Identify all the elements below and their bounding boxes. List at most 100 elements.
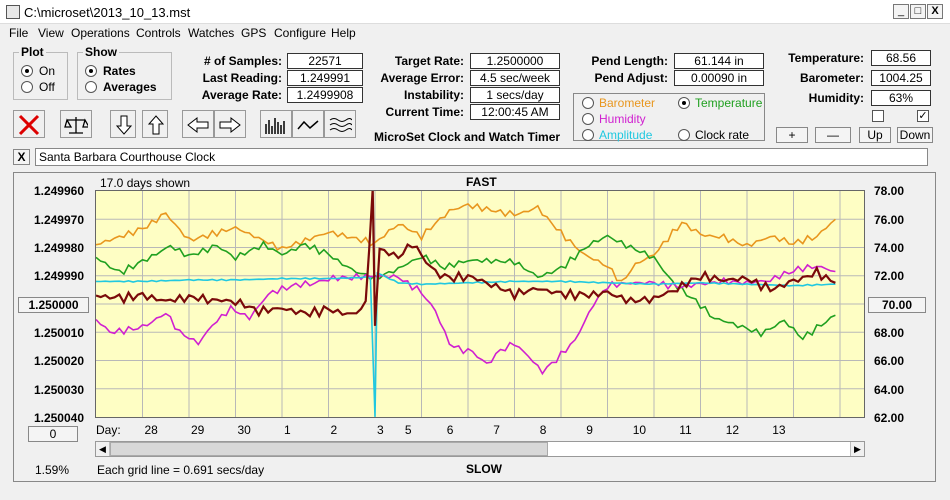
y-left-tick: 1.249990 [33,269,84,283]
series-line-clock-rate [95,189,836,326]
sensor-amplitude-label: Amplitude [599,128,653,142]
arrow-left-button[interactable] [182,110,214,138]
up-button[interactable]: Up [859,127,891,143]
plot-area [95,189,865,418]
temperature-label: Temperature: [788,51,864,65]
show-rates-radio[interactable] [85,65,97,77]
y-right-tick: 68.00 [874,326,905,340]
scrollbar-thumb[interactable] [110,442,548,456]
scale-icon [64,117,88,134]
minimize-button[interactable]: _ [893,4,909,19]
y-left-tick: 1.249970 [33,213,84,227]
wave-button[interactable] [292,110,324,138]
day-tick-label: 1 [284,423,291,437]
y-right-center-button[interactable]: 70.00 [868,297,926,313]
y-right-tick: 74.00 [874,241,905,255]
y-right-tick: 78.00 [874,184,905,198]
samples-value: 22571 [287,53,363,69]
plot-off-label: Off [39,80,55,94]
multi-wave-icon [329,118,352,132]
histogram-button[interactable] [260,110,292,138]
minus-button[interactable]: — [815,127,851,143]
day-tick-label: 7 [493,423,500,437]
menu-help[interactable]: Help [331,26,356,40]
day-tick-label: 11 [679,423,692,437]
day-tick-label: 12 [725,423,740,437]
arrow-right-button[interactable] [214,110,246,138]
pend-length-value: 61.144 in [674,53,764,69]
title-bar [0,0,950,24]
sensor-temperature-label: Temperature [695,96,763,110]
arrow-right-icon [219,116,241,134]
y-right-tick: 62.00 [874,411,905,425]
stop-button[interactable] [13,110,45,138]
plus-button[interactable]: + [776,127,808,143]
day-tick-label: 9 [586,423,593,437]
arrow-down-button[interactable] [110,110,136,138]
plot-group-title: Plot [19,45,46,59]
sensor-group [573,93,765,141]
sensor-temperature-radio[interactable] [678,97,690,109]
menu-configure[interactable]: Configure [274,26,327,40]
day-tick-label: 10 [632,423,647,437]
day-tick-label: 5 [404,423,412,437]
sensor-humidity-radio[interactable] [582,113,594,125]
menu-operations[interactable]: Operations [71,26,130,40]
show-group-title: Show [83,45,119,59]
right-checkbox[interactable]: ✓ [917,110,929,122]
show-averages-label: Averages [103,80,157,94]
multi-wave-button[interactable] [324,110,356,138]
pend-adjust-value: 0.00090 in [674,70,764,86]
plot-on-label: On [39,64,56,78]
plot-svg [95,189,864,417]
day-tick-label: 29 [191,423,205,437]
humidity-value: 63% [871,90,931,106]
y-left-tick: 1.250030 [33,383,84,397]
clock-name-input[interactable]: Santa Barbara Courthouse Clock [35,148,928,166]
left-checkbox[interactable] [872,110,884,122]
wave-icon [297,120,319,130]
maximize-button[interactable]: □ [910,4,926,19]
day-axis-label: Day: [96,423,121,437]
close-button[interactable]: X [927,4,943,19]
menu-file[interactable]: File [9,26,29,40]
last-reading-value: 1.249991 [287,70,363,86]
sensor-clockrate-radio[interactable] [678,129,690,141]
y-right-tick: 72.00 [874,269,905,283]
barometer-value: 1004.25 [871,70,931,86]
arrow-up-button[interactable] [142,110,168,138]
grid-note: Each grid line = 0.691 secs/day [97,463,265,477]
barometer-label: Barometer: [799,71,864,85]
zero-button[interactable]: 0 [28,426,78,442]
show-averages-radio[interactable] [85,81,97,93]
scroll-left-icon[interactable]: ◀ [96,442,110,456]
days-shown: 17.0 days shown [100,176,191,190]
sensor-amplitude-radio[interactable] [582,129,594,141]
balance-button[interactable] [60,110,92,138]
y-left-tick: 1.250040 [33,411,84,425]
menu-view[interactable]: View [38,26,64,40]
sensor-barometer-label: Barometer [599,96,656,110]
menu-gps[interactable]: GPS [241,26,267,40]
samples-label: # of Samples: [203,54,282,68]
menu-watches[interactable]: Watches [188,26,235,40]
arrow-left-icon [187,116,209,134]
y-left-center-button[interactable]: 1.250000 [18,297,89,313]
y-right-tick: 76.00 [874,213,905,227]
sensor-barometer-radio[interactable] [582,97,594,109]
chart-frame [13,172,936,482]
average-error-value: 4.5 sec/week [470,70,560,86]
plot-on-radio[interactable] [21,65,33,77]
arrow-up-icon [147,115,165,135]
day-tick-label: 6 [446,423,454,437]
menu-controls[interactable]: Controls [136,26,181,40]
clear-clock-button[interactable]: X [13,149,30,165]
scroll-right-icon[interactable]: ▶ [850,442,864,456]
slow-label: SLOW [466,462,502,476]
fast-label: FAST [466,175,497,189]
percent-readout: 1.59% [35,463,70,477]
down-button[interactable]: Down [897,127,933,143]
average-error-label: Average Error: [380,71,464,85]
plot-off-radio[interactable] [21,81,33,93]
y-left-tick: 1.250020 [33,354,84,368]
